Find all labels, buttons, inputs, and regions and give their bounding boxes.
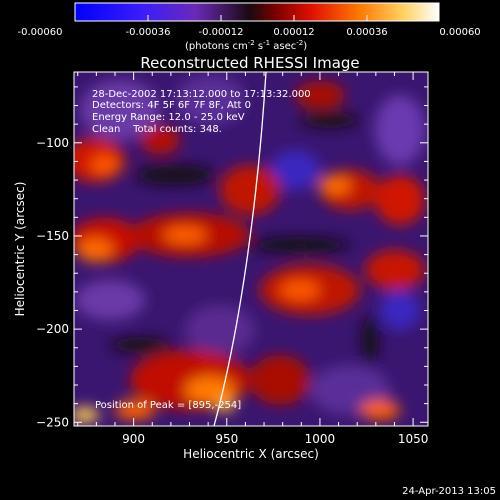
colorbar-units: (photons cm-2 s-1 asec-2) — [185, 39, 307, 52]
x-axis-ticks — [77, 72, 414, 426]
y-tick-label: −150 — [36, 229, 69, 243]
colorbar — [74, 2, 440, 22]
x-tick-label: 950 — [215, 432, 238, 446]
y-tick-label: −200 — [36, 322, 69, 336]
colorbar-tick-label: -0.00036 — [126, 27, 171, 38]
colorbar-tick-label: 0.00060 — [439, 27, 480, 38]
peak-position: Position of Peak = [895,-254] — [95, 400, 241, 411]
x-axis-tick-labels: 900 950 1000 1050 — [122, 432, 428, 446]
colorbar-ticks — [147, 15, 368, 21]
x-tick-label: 1000 — [305, 432, 336, 446]
y-tick-label: −100 — [36, 136, 69, 150]
rhessi-image — [74, 72, 428, 426]
y-axis-ticks — [74, 86, 428, 423]
y-tick-label: −250 — [36, 415, 69, 429]
x-tick-label: 900 — [122, 432, 145, 446]
solar-limb-line — [213, 72, 267, 426]
colorbar-tick-label: 0.00036 — [346, 27, 387, 38]
y-axis-tick-labels: −100 −150 −200 −250 — [36, 136, 69, 429]
colorbar-tick-label: 0.00012 — [273, 27, 314, 38]
colorbar-tick-label: -0.00060 — [18, 27, 63, 38]
plot-frame — [73, 71, 429, 427]
x-tick-label: 1050 — [398, 432, 429, 446]
plot-title: Reconstructed RHESSI Image — [140, 54, 359, 72]
info-time-range: 28-Dec-2002 17:13:12.000 to 17:13:32.000 — [92, 89, 311, 100]
y-axis-label: Heliocentric Y (arcsec) — [13, 182, 27, 317]
info-clean-counts: Clean Total counts: 348. — [92, 124, 222, 135]
timestamp: 24-Apr-2013 13:05 — [402, 486, 496, 497]
colorbar-tick-label: -0.00012 — [199, 27, 244, 38]
info-detectors: Detectors: 4F 5F 6F 7F 8F, Att 0 — [92, 100, 251, 111]
x-axis-label: Heliocentric X (arcsec) — [183, 447, 319, 461]
info-energy-range: Energy Range: 12.0 - 25.0 keV — [92, 112, 245, 123]
